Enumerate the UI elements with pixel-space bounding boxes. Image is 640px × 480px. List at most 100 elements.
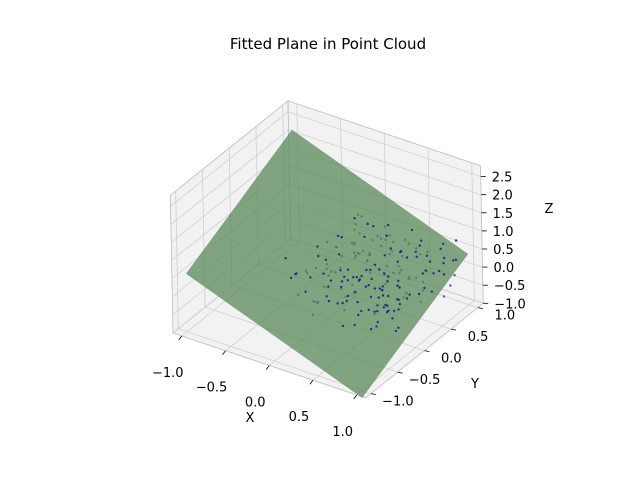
- data-point: [329, 279, 333, 282]
- data-point: [417, 292, 421, 296]
- data-point: [381, 285, 384, 288]
- data-point: [396, 260, 399, 263]
- data-point: [387, 275, 390, 278]
- data-point: [370, 277, 373, 281]
- y-axis-label: Y: [470, 377, 479, 392]
- y-tick-label: −1.0: [382, 395, 414, 410]
- data-point: [389, 247, 392, 250]
- data-point: [396, 284, 399, 287]
- data-point: [387, 294, 390, 298]
- points-in-front-of-plane: [284, 217, 458, 333]
- grid-line-x: [471, 162, 475, 301]
- grid-line-z: [288, 111, 481, 177]
- data-point: [373, 310, 376, 313]
- data-point: [355, 276, 358, 279]
- data-point: [346, 279, 350, 282]
- fitted-plane: [186, 129, 469, 398]
- data-point: [317, 254, 320, 258]
- data-point: [381, 289, 384, 292]
- data-point: [405, 297, 409, 300]
- data-point: [414, 250, 417, 253]
- data-point: [346, 268, 350, 271]
- data-point: [443, 256, 446, 260]
- data-point: [391, 317, 394, 320]
- data-point: [396, 298, 399, 301]
- data-point: [343, 275, 346, 278]
- grid-line-z: [288, 129, 482, 196]
- data-point: [408, 293, 411, 296]
- grid-line-y: [175, 191, 179, 329]
- data-point: [385, 234, 388, 237]
- x-tick-label: 0.5: [289, 410, 310, 425]
- data-point: [377, 296, 380, 299]
- data-point: [387, 223, 390, 227]
- data-point: [345, 299, 348, 303]
- data-point: [398, 302, 402, 306]
- data-point: [386, 280, 389, 283]
- data-point: [381, 294, 385, 297]
- z-tick-label: 0.0: [494, 261, 515, 276]
- z-axis-label: Z: [545, 202, 554, 217]
- data-point: [369, 268, 372, 271]
- grid-line-z: [170, 129, 289, 225]
- z-tick-label: 1.5: [492, 207, 513, 222]
- data-point: [363, 235, 366, 239]
- data-point: [393, 309, 396, 313]
- axis-ticks: −1.0−0.50.00.51.0−1.0−0.50.00.51.0−1.0−0…: [152, 171, 526, 440]
- data-point: [304, 290, 307, 293]
- data-point: [357, 279, 361, 282]
- z-tick-label: −1.0: [494, 297, 526, 312]
- data-point: [423, 286, 426, 290]
- data-point: [437, 269, 441, 273]
- z-tick-label: −0.5: [494, 279, 526, 294]
- data-point: [367, 283, 370, 287]
- x-tick-label: −0.5: [196, 381, 228, 396]
- plane-surface: [186, 129, 469, 398]
- data-point: [449, 284, 452, 287]
- data-point: [372, 224, 375, 228]
- data-point: [439, 247, 442, 251]
- data-point: [339, 269, 342, 272]
- data-point: [442, 273, 446, 276]
- data-point: [289, 276, 293, 280]
- data-point: [432, 272, 435, 275]
- data-point: [340, 285, 343, 289]
- data-point: [295, 272, 298, 275]
- grid-line-y: [178, 328, 371, 394]
- data-point: [382, 272, 386, 275]
- x-tick-mark: [309, 379, 314, 385]
- data-point: [352, 276, 355, 279]
- data-point: [384, 303, 387, 307]
- y-tick-mark: [477, 307, 483, 309]
- data-point: [353, 217, 356, 220]
- y-tick-mark: [451, 328, 457, 331]
- y-tick-label: 0.0: [441, 352, 462, 367]
- data-point: [341, 301, 344, 305]
- x-tick-label: 0.0: [245, 395, 266, 410]
- x-tick-mark: [353, 394, 358, 400]
- x-tick-mark: [265, 365, 270, 370]
- z-tick-label: 2.0: [492, 189, 513, 204]
- data-point: [366, 222, 369, 226]
- data-point: [364, 285, 368, 288]
- z-tick-label: 2.5: [492, 171, 513, 186]
- y-tick-label: −0.5: [409, 373, 441, 388]
- chart-title: Fitted Plane in Point Cloud: [230, 35, 426, 53]
- data-point: [399, 250, 402, 254]
- x-tick-label: −1.0: [152, 366, 184, 381]
- data-point: [452, 259, 455, 262]
- data-point: [415, 255, 418, 258]
- data-point: [376, 320, 379, 324]
- data-point: [316, 245, 319, 248]
- data-point: [346, 294, 350, 298]
- data-point: [356, 300, 359, 304]
- data-point: [383, 254, 386, 257]
- data-point: [410, 228, 414, 232]
- x-tick-mark: [222, 350, 226, 355]
- z-tick-label: 1.0: [493, 225, 514, 240]
- data-point: [367, 308, 370, 312]
- data-point: [424, 269, 427, 272]
- data-point: [418, 244, 421, 247]
- data-point: [373, 287, 376, 290]
